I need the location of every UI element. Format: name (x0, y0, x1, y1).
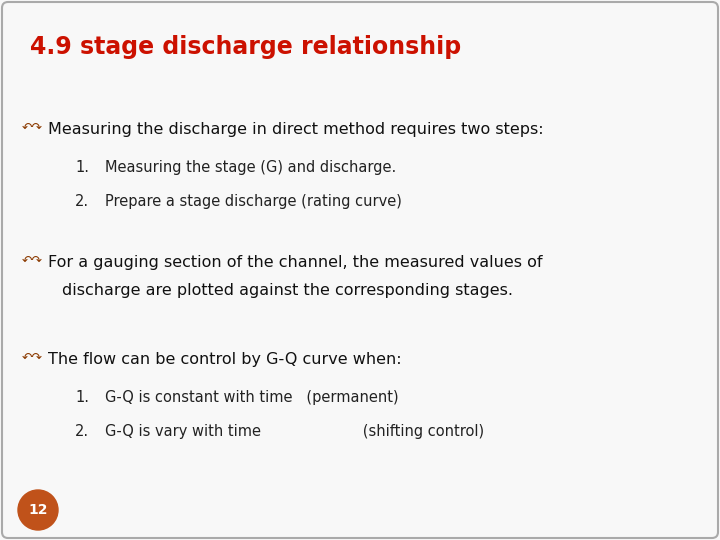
Text: ↶↷: ↶↷ (22, 352, 43, 365)
Text: 4.9 stage discharge relationship: 4.9 stage discharge relationship (30, 35, 462, 59)
Circle shape (18, 490, 58, 530)
Text: Prepare a stage discharge (rating curve): Prepare a stage discharge (rating curve) (105, 194, 402, 209)
Text: G-Q is vary with time                      (shifting control): G-Q is vary with time (shifting control) (105, 424, 484, 439)
Text: 2.: 2. (75, 194, 89, 209)
Text: For a gauging section of the channel, the measured values of: For a gauging section of the channel, th… (48, 255, 542, 270)
Text: 2.: 2. (75, 424, 89, 439)
Text: Measuring the discharge in direct method requires two steps:: Measuring the discharge in direct method… (48, 122, 544, 137)
Text: 1.: 1. (75, 390, 89, 405)
Text: ↶↷: ↶↷ (22, 122, 43, 135)
Text: 12: 12 (28, 503, 48, 517)
Text: The flow can be control by G-Q curve when:: The flow can be control by G-Q curve whe… (48, 352, 402, 367)
Text: 1.: 1. (75, 160, 89, 175)
Text: G-Q is constant with time   (permanent): G-Q is constant with time (permanent) (105, 390, 399, 405)
Text: discharge are plotted against the corresponding stages.: discharge are plotted against the corres… (62, 283, 513, 298)
Text: ↶↷: ↶↷ (22, 255, 43, 268)
Text: Measuring the stage (G) and discharge.: Measuring the stage (G) and discharge. (105, 160, 396, 175)
